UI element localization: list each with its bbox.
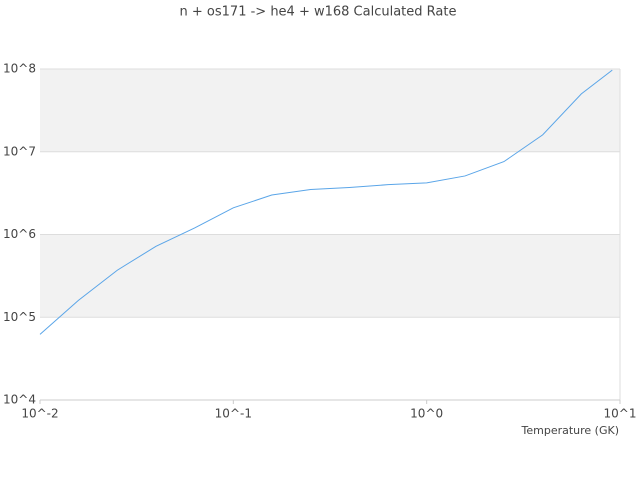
y-tick-label: 10^6 [3,227,36,241]
data-line [39,69,613,335]
x-tick-label: 10^-2 [21,407,58,421]
grid-band [40,69,620,152]
y-tick-label: 10^7 [3,144,36,158]
y-tick-label: 10^5 [3,310,36,324]
x-axis-label: Temperature (GK) [521,424,620,437]
y-tick-label: 10^4 [3,393,36,407]
chart-title: n + os171 -> he4 + w168 Calculated Rate [180,5,457,20]
y-tick-label: 10^8 [3,62,36,76]
grid-band [40,234,620,318]
x-tick-label: 10^-1 [215,407,252,421]
x-tick-label: 10^0 [410,407,443,421]
x-tick-label: 10^1 [604,407,637,421]
